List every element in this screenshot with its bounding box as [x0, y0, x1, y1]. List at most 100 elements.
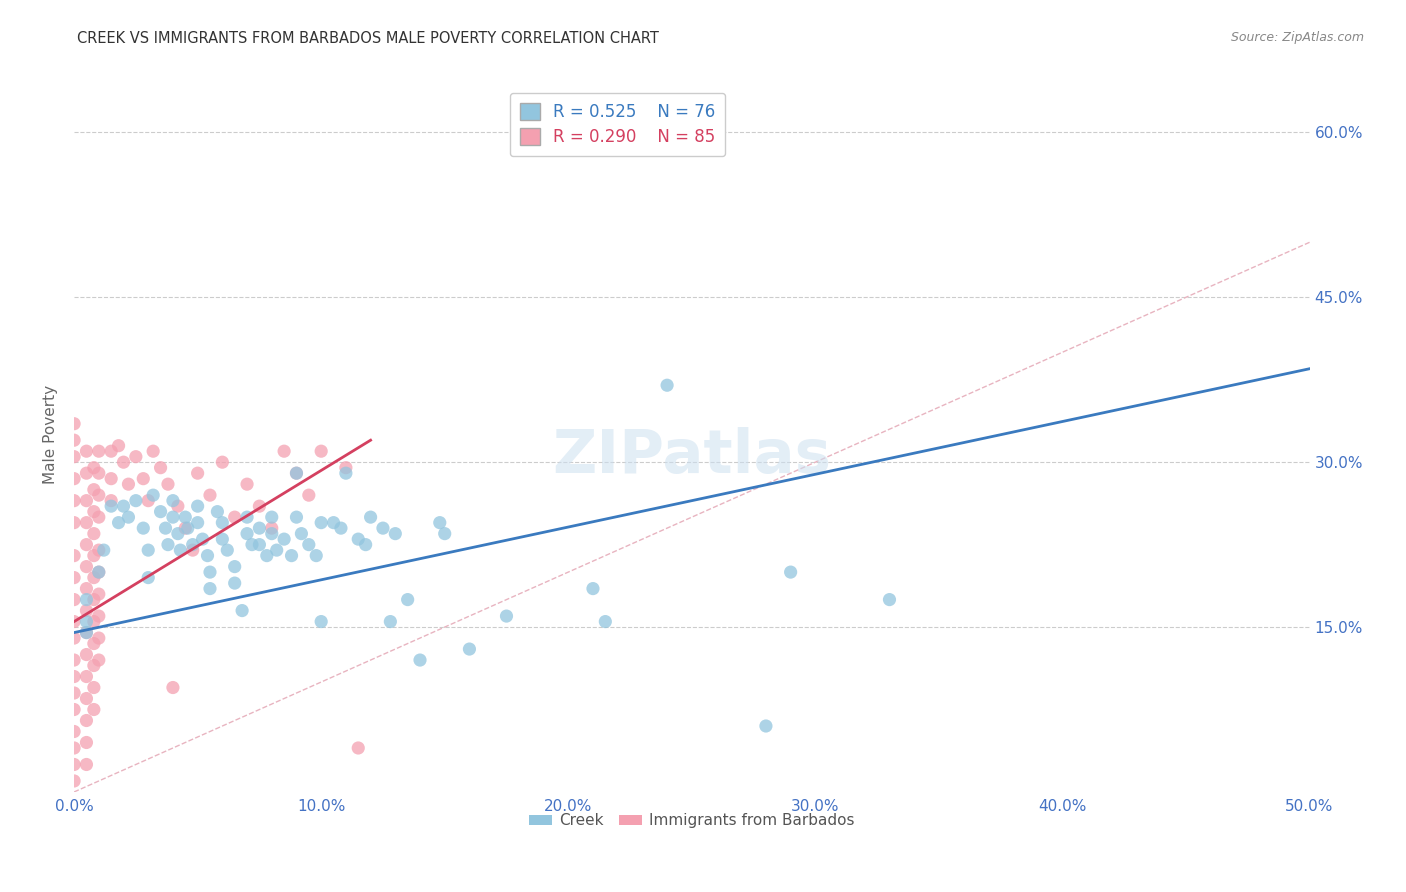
Point: [280, 549, 302, 563]
Point: [63, 774, 86, 789]
Point: [125, 493, 148, 508]
Point: [142, 488, 165, 502]
Point: [354, 538, 377, 552]
Point: [266, 543, 288, 558]
Point: [63, 724, 86, 739]
Legend: Creek, Immigrants from Barbados: Creek, Immigrants from Barbados: [523, 807, 860, 834]
Point: [83, 526, 105, 541]
Y-axis label: Male Poverty: Male Poverty: [44, 385, 58, 484]
Point: [100, 493, 122, 508]
Point: [360, 510, 382, 524]
Point: [174, 510, 197, 524]
Point: [169, 543, 191, 558]
Point: [290, 526, 312, 541]
Point: [136, 571, 159, 585]
Point: [75, 582, 97, 596]
Point: [107, 439, 129, 453]
Point: [75, 516, 97, 530]
Point: [83, 571, 105, 585]
Point: [247, 521, 270, 535]
Point: [162, 510, 184, 524]
Point: [260, 521, 283, 535]
Point: [132, 521, 155, 535]
Point: [75, 714, 97, 728]
Point: [63, 686, 86, 700]
Point: [256, 549, 278, 563]
Point: [83, 549, 105, 563]
Text: CREEK VS IMMIGRANTS FROM BARBADOS MALE POVERTY CORRELATION CHART: CREEK VS IMMIGRANTS FROM BARBADOS MALE P…: [77, 31, 659, 46]
Point: [100, 499, 122, 513]
Point: [260, 526, 283, 541]
Point: [87, 631, 110, 645]
Point: [87, 444, 110, 458]
Point: [75, 604, 97, 618]
Point: [156, 477, 179, 491]
Point: [181, 538, 204, 552]
Point: [236, 477, 259, 491]
Point: [224, 559, 246, 574]
Point: [371, 521, 394, 535]
Point: [779, 565, 801, 579]
Point: [63, 741, 86, 756]
Point: [298, 488, 321, 502]
Point: [495, 609, 517, 624]
Point: [167, 526, 190, 541]
Point: [409, 653, 432, 667]
Point: [149, 505, 172, 519]
Point: [433, 526, 456, 541]
Point: [63, 433, 86, 447]
Point: [655, 378, 678, 392]
Point: [75, 625, 97, 640]
Point: [247, 538, 270, 552]
Point: [198, 565, 221, 579]
Point: [347, 532, 370, 546]
Point: [75, 625, 97, 640]
Point: [63, 516, 86, 530]
Point: [87, 510, 110, 524]
Point: [162, 681, 184, 695]
Point: [63, 472, 86, 486]
Point: [167, 499, 190, 513]
Point: [83, 615, 105, 629]
Point: [100, 444, 122, 458]
Point: [87, 466, 110, 480]
Point: [322, 516, 344, 530]
Point: [87, 609, 110, 624]
Point: [75, 669, 97, 683]
Point: [329, 521, 352, 535]
Point: [112, 455, 135, 469]
Point: [240, 538, 263, 552]
Point: [75, 493, 97, 508]
Text: ZIPatlas: ZIPatlas: [553, 426, 831, 485]
Point: [75, 559, 97, 574]
Point: [63, 702, 86, 716]
Point: [63, 592, 86, 607]
Point: [224, 576, 246, 591]
Point: [224, 510, 246, 524]
Point: [211, 532, 233, 546]
Point: [187, 499, 209, 513]
Point: [100, 472, 122, 486]
Point: [125, 450, 148, 464]
Point: [75, 735, 97, 749]
Point: [197, 549, 219, 563]
Point: [285, 510, 308, 524]
Point: [217, 543, 239, 558]
Point: [260, 510, 283, 524]
Point: [309, 516, 332, 530]
Point: [87, 653, 110, 667]
Point: [93, 543, 115, 558]
Point: [63, 571, 86, 585]
Point: [83, 636, 105, 650]
Point: [75, 466, 97, 480]
Point: [142, 444, 165, 458]
Point: [247, 499, 270, 513]
Point: [83, 483, 105, 497]
Point: [75, 691, 97, 706]
Point: [149, 460, 172, 475]
Point: [191, 532, 214, 546]
Point: [231, 604, 253, 618]
Point: [285, 466, 308, 480]
Point: [211, 516, 233, 530]
Point: [236, 510, 259, 524]
